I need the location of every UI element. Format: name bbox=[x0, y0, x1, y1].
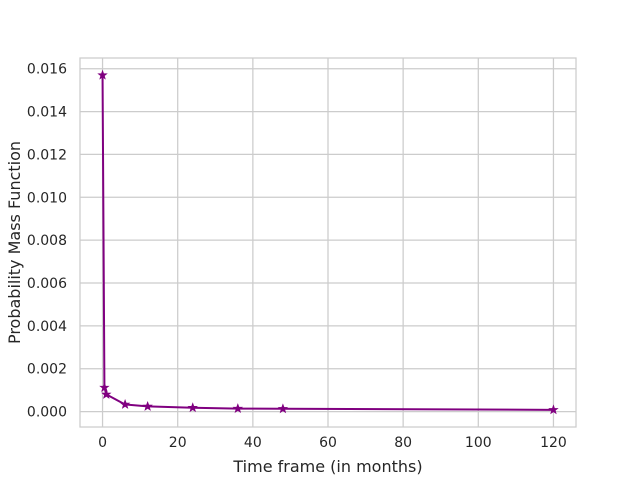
x-axis-ticks: 0 20 40 60 80 100 120 bbox=[98, 435, 567, 451]
data-point-star-marker bbox=[101, 388, 112, 399]
series-group bbox=[97, 69, 559, 415]
data-point-star-marker bbox=[99, 382, 110, 392]
x-tick-label: 20 bbox=[169, 435, 187, 451]
y-tick-label: 0.014 bbox=[27, 105, 67, 121]
y-tick-label: 0.016 bbox=[27, 62, 67, 78]
x-tick-label: 80 bbox=[394, 435, 412, 451]
data-point-star-marker bbox=[97, 69, 108, 80]
data-point-star-marker bbox=[548, 404, 559, 415]
y-axis-label: Probability Mass Function bbox=[5, 141, 24, 344]
y-tick-label: 0.008 bbox=[27, 233, 67, 249]
y-tick-label: 0.004 bbox=[27, 319, 67, 335]
x-tick-label: 120 bbox=[540, 435, 567, 451]
x-axis-label: Time frame (in months) bbox=[232, 457, 422, 476]
data-point-star-marker bbox=[232, 403, 244, 413]
x-tick-label: 40 bbox=[244, 435, 262, 451]
y-axis-ticks: 0.000 0.002 0.004 0.006 0.008 0.010 0.012 0.014… bbox=[27, 62, 67, 421]
data-point-star-marker bbox=[277, 403, 289, 414]
y-tick-label: 0.002 bbox=[27, 362, 67, 378]
y-tick-label: 0.000 bbox=[27, 405, 67, 421]
grid bbox=[80, 58, 576, 427]
y-tick-label: 0.012 bbox=[27, 147, 67, 163]
y-tick-label: 0.006 bbox=[27, 276, 67, 292]
x-tick-label: 100 bbox=[465, 435, 492, 451]
plot-frame bbox=[79, 57, 577, 428]
data-point-star-marker bbox=[187, 402, 198, 413]
y-tick-label: 0.010 bbox=[27, 190, 67, 206]
data-point-star-marker bbox=[142, 400, 153, 411]
x-tick-label: 60 bbox=[319, 435, 337, 451]
data-point-star-marker bbox=[119, 399, 131, 409]
x-tick-label: 0 bbox=[98, 435, 107, 451]
